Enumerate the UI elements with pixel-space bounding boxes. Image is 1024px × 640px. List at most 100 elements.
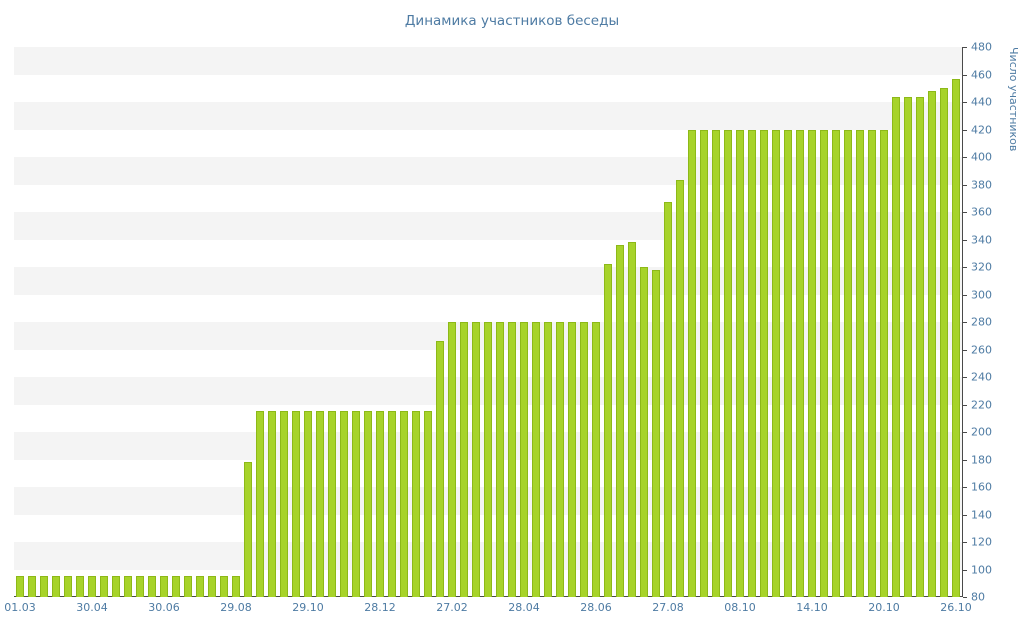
- bar: [75, 576, 85, 597]
- bar: [267, 411, 277, 597]
- y-tick: [963, 542, 967, 543]
- bar: [195, 576, 205, 597]
- bar: [675, 180, 685, 597]
- y-tick: [963, 432, 967, 433]
- bar: [699, 129, 709, 597]
- bar: [315, 411, 325, 597]
- bar: [51, 576, 61, 597]
- y-tick-label: 100: [971, 563, 992, 576]
- bar: [411, 411, 421, 597]
- y-tick: [963, 597, 967, 598]
- y-tick: [963, 459, 967, 461]
- y-tick: [963, 212, 967, 213]
- grid-band: [14, 102, 962, 130]
- bar: [159, 576, 169, 597]
- bar: [279, 411, 289, 597]
- bar: [327, 411, 337, 597]
- x-tick-label: 30.04: [76, 601, 108, 614]
- x-tick-label: 29.08: [220, 601, 252, 614]
- bar: [591, 322, 601, 597]
- bar: [123, 576, 133, 597]
- y-tick: [963, 239, 967, 241]
- bar: [291, 411, 301, 597]
- bar: [399, 411, 409, 597]
- bar: [219, 576, 229, 597]
- y-tick-label: 120: [971, 535, 992, 549]
- y-tick: [963, 514, 967, 516]
- x-axis-labels: 01.03 30.04 30.06 29.08 29.10 28.12 27.02 28.04…: [4, 601, 972, 621]
- x-tick-label: 14.10: [796, 601, 828, 614]
- y-tick: [963, 294, 967, 296]
- bar: [663, 202, 673, 597]
- bar: [99, 576, 109, 597]
- bar: [231, 576, 241, 597]
- y-tick-label: 360: [971, 205, 992, 219]
- bar: [27, 576, 37, 597]
- bar: [531, 322, 541, 597]
- y-axis-title: Число участников: [1007, 47, 1020, 152]
- bar: [939, 88, 949, 597]
- bar: [183, 576, 193, 597]
- bar: [303, 411, 313, 597]
- bar: [711, 129, 721, 597]
- bar: [459, 322, 469, 597]
- y-tick-label: 140: [971, 508, 992, 521]
- bar: [915, 96, 925, 597]
- bar: [687, 129, 697, 597]
- y-tick-label: 200: [971, 425, 992, 439]
- bar: [207, 576, 217, 597]
- bar: [39, 576, 49, 597]
- y-tick-label: 180: [971, 453, 992, 466]
- bar: [519, 322, 529, 597]
- y-tick: [963, 157, 967, 158]
- bar: [795, 129, 805, 597]
- bar: [555, 322, 565, 597]
- x-tick-label: 27.08: [652, 601, 684, 614]
- y-tick: [963, 267, 967, 268]
- bar: [15, 576, 25, 597]
- bar: [723, 129, 733, 597]
- y-tick-label: 220: [971, 398, 992, 411]
- y-tick: [963, 47, 967, 48]
- bar: [147, 576, 157, 597]
- y-tick-label: 320: [971, 260, 992, 274]
- bar: [783, 129, 793, 597]
- bar: [363, 411, 373, 597]
- y-tick: [963, 404, 967, 406]
- y-tick-label: 260: [971, 343, 992, 356]
- y-tick-label: 480: [971, 40, 992, 54]
- bar: [63, 576, 73, 597]
- x-tick-label: 26.10: [940, 601, 972, 614]
- x-tick-label: 28.04: [508, 601, 540, 614]
- bar: [171, 576, 181, 597]
- bar: [507, 322, 517, 597]
- y-tick: [963, 184, 967, 186]
- plot-area: [14, 47, 962, 597]
- y-tick-label: 80: [971, 590, 985, 604]
- x-tick-label: 20.10: [868, 601, 900, 614]
- bar: [735, 129, 745, 597]
- y-tick-label: 340: [971, 233, 992, 246]
- y-tick-label: 460: [971, 68, 992, 81]
- y-axis: 80 100 120 140 160 180 200 220 240 260 280 300 320 34…: [962, 42, 1024, 603]
- x-tick-label: 01.03: [4, 601, 36, 614]
- y-tick-label: 420: [971, 123, 992, 136]
- bar: [423, 411, 433, 597]
- x-tick-label: 29.10: [292, 601, 324, 614]
- y-tick-label: 380: [971, 178, 992, 191]
- y-tick: [963, 322, 967, 323]
- bar: [135, 576, 145, 597]
- bar: [543, 322, 553, 597]
- bar: [879, 129, 889, 597]
- bar: [747, 129, 757, 597]
- y-tick-label: 280: [971, 315, 992, 329]
- y-tick: [963, 129, 967, 131]
- bar: [627, 242, 637, 597]
- x-tick-label: 28.06: [580, 601, 612, 614]
- bar: [867, 129, 877, 597]
- bar: [483, 322, 493, 597]
- y-tick-label: 440: [971, 95, 992, 109]
- bar: [351, 411, 361, 597]
- bar: [243, 462, 253, 597]
